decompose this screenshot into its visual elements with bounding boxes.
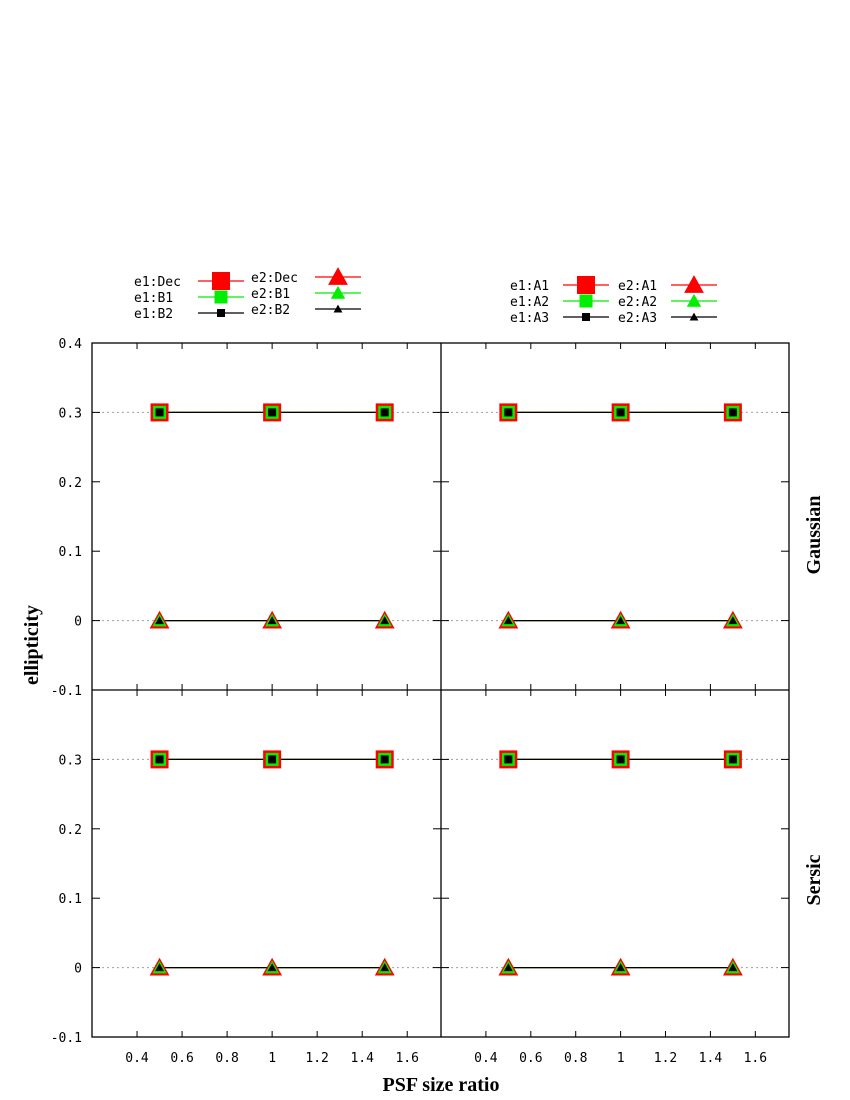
data-point-e2-a3: [616, 963, 626, 972]
x-tick-label: 1.2: [654, 1051, 677, 1066]
legend-marker: [214, 290, 228, 304]
x-tick-label: 0.4: [474, 1051, 498, 1066]
x-tick-label: 1.4: [350, 1051, 374, 1066]
y-tick-label: 0: [74, 615, 82, 630]
panel-gaussian-right: [441, 403, 789, 629]
legend-marker: [689, 312, 699, 321]
x-tick-label: 1.2: [305, 1051, 328, 1066]
legend-marker: [333, 304, 343, 313]
data-point-e2-a3: [728, 616, 738, 625]
x-tick-label: 1: [268, 1051, 276, 1066]
legend-marker: [686, 293, 702, 307]
x-tick-label: 1.6: [395, 1051, 418, 1066]
x-axis-title: PSF size ratio: [382, 1074, 499, 1096]
row-label-gaussian: Gaussian: [803, 496, 825, 575]
panel-sersic-left: [92, 750, 441, 976]
data-point-e2-b2: [155, 616, 164, 625]
legend-marker: [217, 309, 225, 317]
legend-label: e2:B2: [251, 303, 290, 318]
x-tick-label: 0.8: [215, 1051, 238, 1066]
data-point-e2-b2: [267, 963, 277, 972]
data-point-e2-b2: [380, 963, 390, 972]
panel-sersic-right: [441, 750, 789, 976]
y-tick-label: 0.1: [59, 545, 82, 560]
y-tick-label: 0.3: [59, 753, 82, 768]
data-point-e1-a3: [616, 755, 625, 764]
legend-marker: [582, 313, 590, 321]
y-tick-label: 0.1: [59, 892, 82, 907]
legend-label: e2:B1: [251, 287, 290, 302]
legends: e1:Dece1:B1e1:B2e2:Dece2:B1e2:B2e1:A1e1:…: [134, 267, 717, 326]
legend-label: e1:Dec: [134, 275, 181, 290]
legend-label: e2:Dec: [251, 271, 298, 286]
y-tick-label: 0: [74, 962, 82, 977]
y-tick-label: 0.2: [59, 476, 82, 491]
legend-label: e1:B1: [134, 291, 173, 306]
legend-marker: [212, 272, 230, 290]
legend-label: e2:A3: [618, 311, 657, 326]
data-point-e2-a3: [616, 616, 626, 625]
legend-marker: [579, 294, 593, 308]
y-tick-label: -0.1: [51, 684, 82, 699]
data-point-e1-a3: [616, 408, 625, 417]
data-point-e1-b2: [155, 408, 164, 417]
y-tick-label: -0.1: [51, 1031, 82, 1046]
y-axis-title: ellipticity: [21, 605, 43, 685]
panel-frames: [91, 342, 790, 1038]
legend-label: e1:A1: [510, 279, 549, 294]
data-point-e2-b2: [267, 616, 277, 625]
legend-label: e1:B2: [134, 307, 173, 322]
data-point-e1-a3: [728, 755, 737, 764]
data-point-e1-a3: [504, 408, 513, 417]
legend-label: e2:A1: [618, 279, 657, 294]
data-point-e1-b2: [268, 408, 277, 417]
tick-labels: -0.1 0 0.1 0.2 0.3 0.4 -0.1 0 0.1 0.2 0.3 0.4 0.6 0.8…: [51, 337, 767, 1066]
y-tick-label: 0.3: [59, 406, 82, 421]
x-tick-label: 0.8: [564, 1051, 587, 1066]
data-point-e1-b2: [380, 408, 389, 417]
data-point-e1-a3: [728, 408, 737, 417]
data-point-e1-a3: [504, 755, 513, 764]
legend-label: e1:A2: [510, 295, 549, 310]
data-point-e2-b2: [155, 963, 164, 972]
panel-gaussian-left: [92, 403, 441, 629]
data-point-e1-b2: [380, 755, 389, 764]
panels: [92, 403, 789, 976]
data-point-e2-a3: [503, 963, 513, 972]
legend-marker: [684, 275, 704, 293]
legend-marker: [328, 267, 348, 285]
legend-marker: [330, 285, 346, 299]
x-tick-label: 1.6: [744, 1051, 767, 1066]
x-tick-label: 0.6: [170, 1051, 193, 1066]
data-point-e1-b2: [268, 755, 277, 764]
x-tick-label: 1: [617, 1051, 625, 1066]
legend-label: e1:A3: [510, 311, 549, 326]
data-point-e2-b2: [380, 616, 390, 625]
legend-label: e2:A2: [618, 295, 657, 310]
x-tick-label: 0.6: [519, 1051, 542, 1066]
data-point-e1-b2: [155, 755, 164, 764]
y-tick-label: 0.4: [59, 337, 83, 352]
data-point-e2-a3: [503, 616, 513, 625]
row-label-sersic: Sersic: [803, 854, 825, 905]
y-tick-label: 0.2: [59, 823, 82, 838]
data-point-e2-a3: [728, 963, 738, 972]
legend-marker: [577, 276, 595, 294]
x-tick-label: 0.4: [125, 1051, 149, 1066]
x-tick-label: 1.4: [699, 1051, 723, 1066]
